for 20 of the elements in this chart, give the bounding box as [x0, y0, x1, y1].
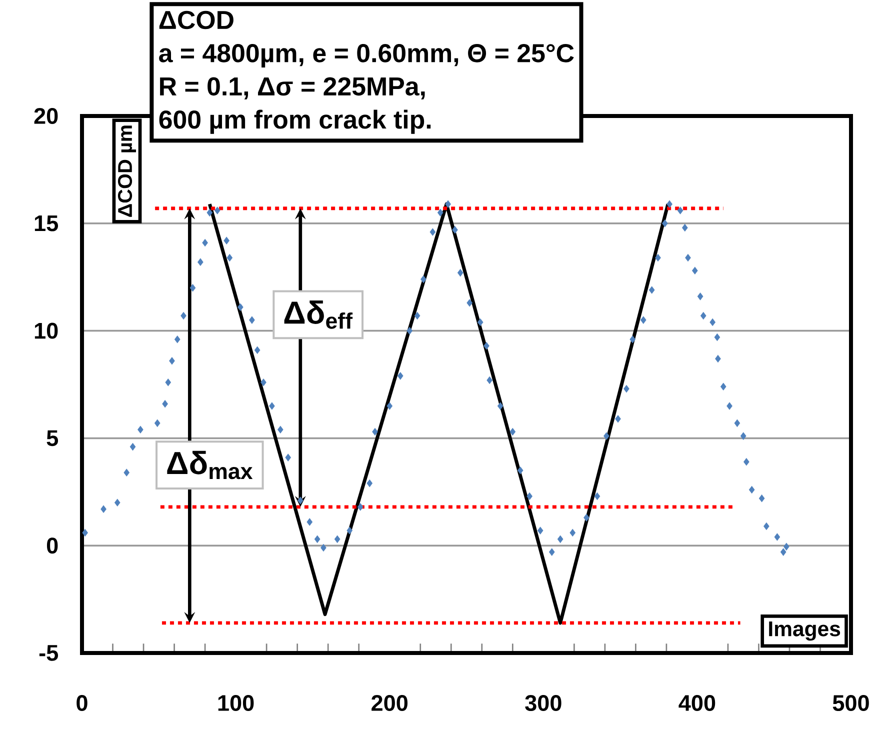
x-tick-label: 500	[832, 695, 869, 712]
annotation: 600 µm from crack tip.	[159, 110, 431, 134]
y-tick-label: 10	[34, 322, 58, 339]
y-tick-label: 15	[34, 216, 58, 232]
annotation: Δδ$_{max}$	[167, 450, 253, 480]
y-tick-label: 5	[46, 430, 58, 446]
x-tick-label: 300	[525, 695, 562, 712]
text: R = 0.1, Δσ = 225MPa,	[160, 77, 425, 100]
chart-subtitle: a = 4800µm, e = 0.60mm, Θ = 25°C	[159, 44, 574, 68]
x-tick-label: 200	[372, 695, 408, 712]
annotation: Δδ$_{eff}$	[284, 300, 353, 329]
y-axis-title: ΔCOD µm	[118, 126, 136, 217]
chart-title: ΔCOD	[159, 10, 234, 30]
x-tick-label: 100	[218, 695, 254, 712]
y-tick-label: 20	[34, 108, 58, 124]
x-tick-label: 400	[678, 695, 716, 712]
x-tick-label: 0	[76, 695, 88, 712]
y-tick-label: -5	[39, 645, 58, 661]
x-axis-title: Images	[769, 622, 840, 641]
y-tick-label: 0	[46, 538, 58, 554]
